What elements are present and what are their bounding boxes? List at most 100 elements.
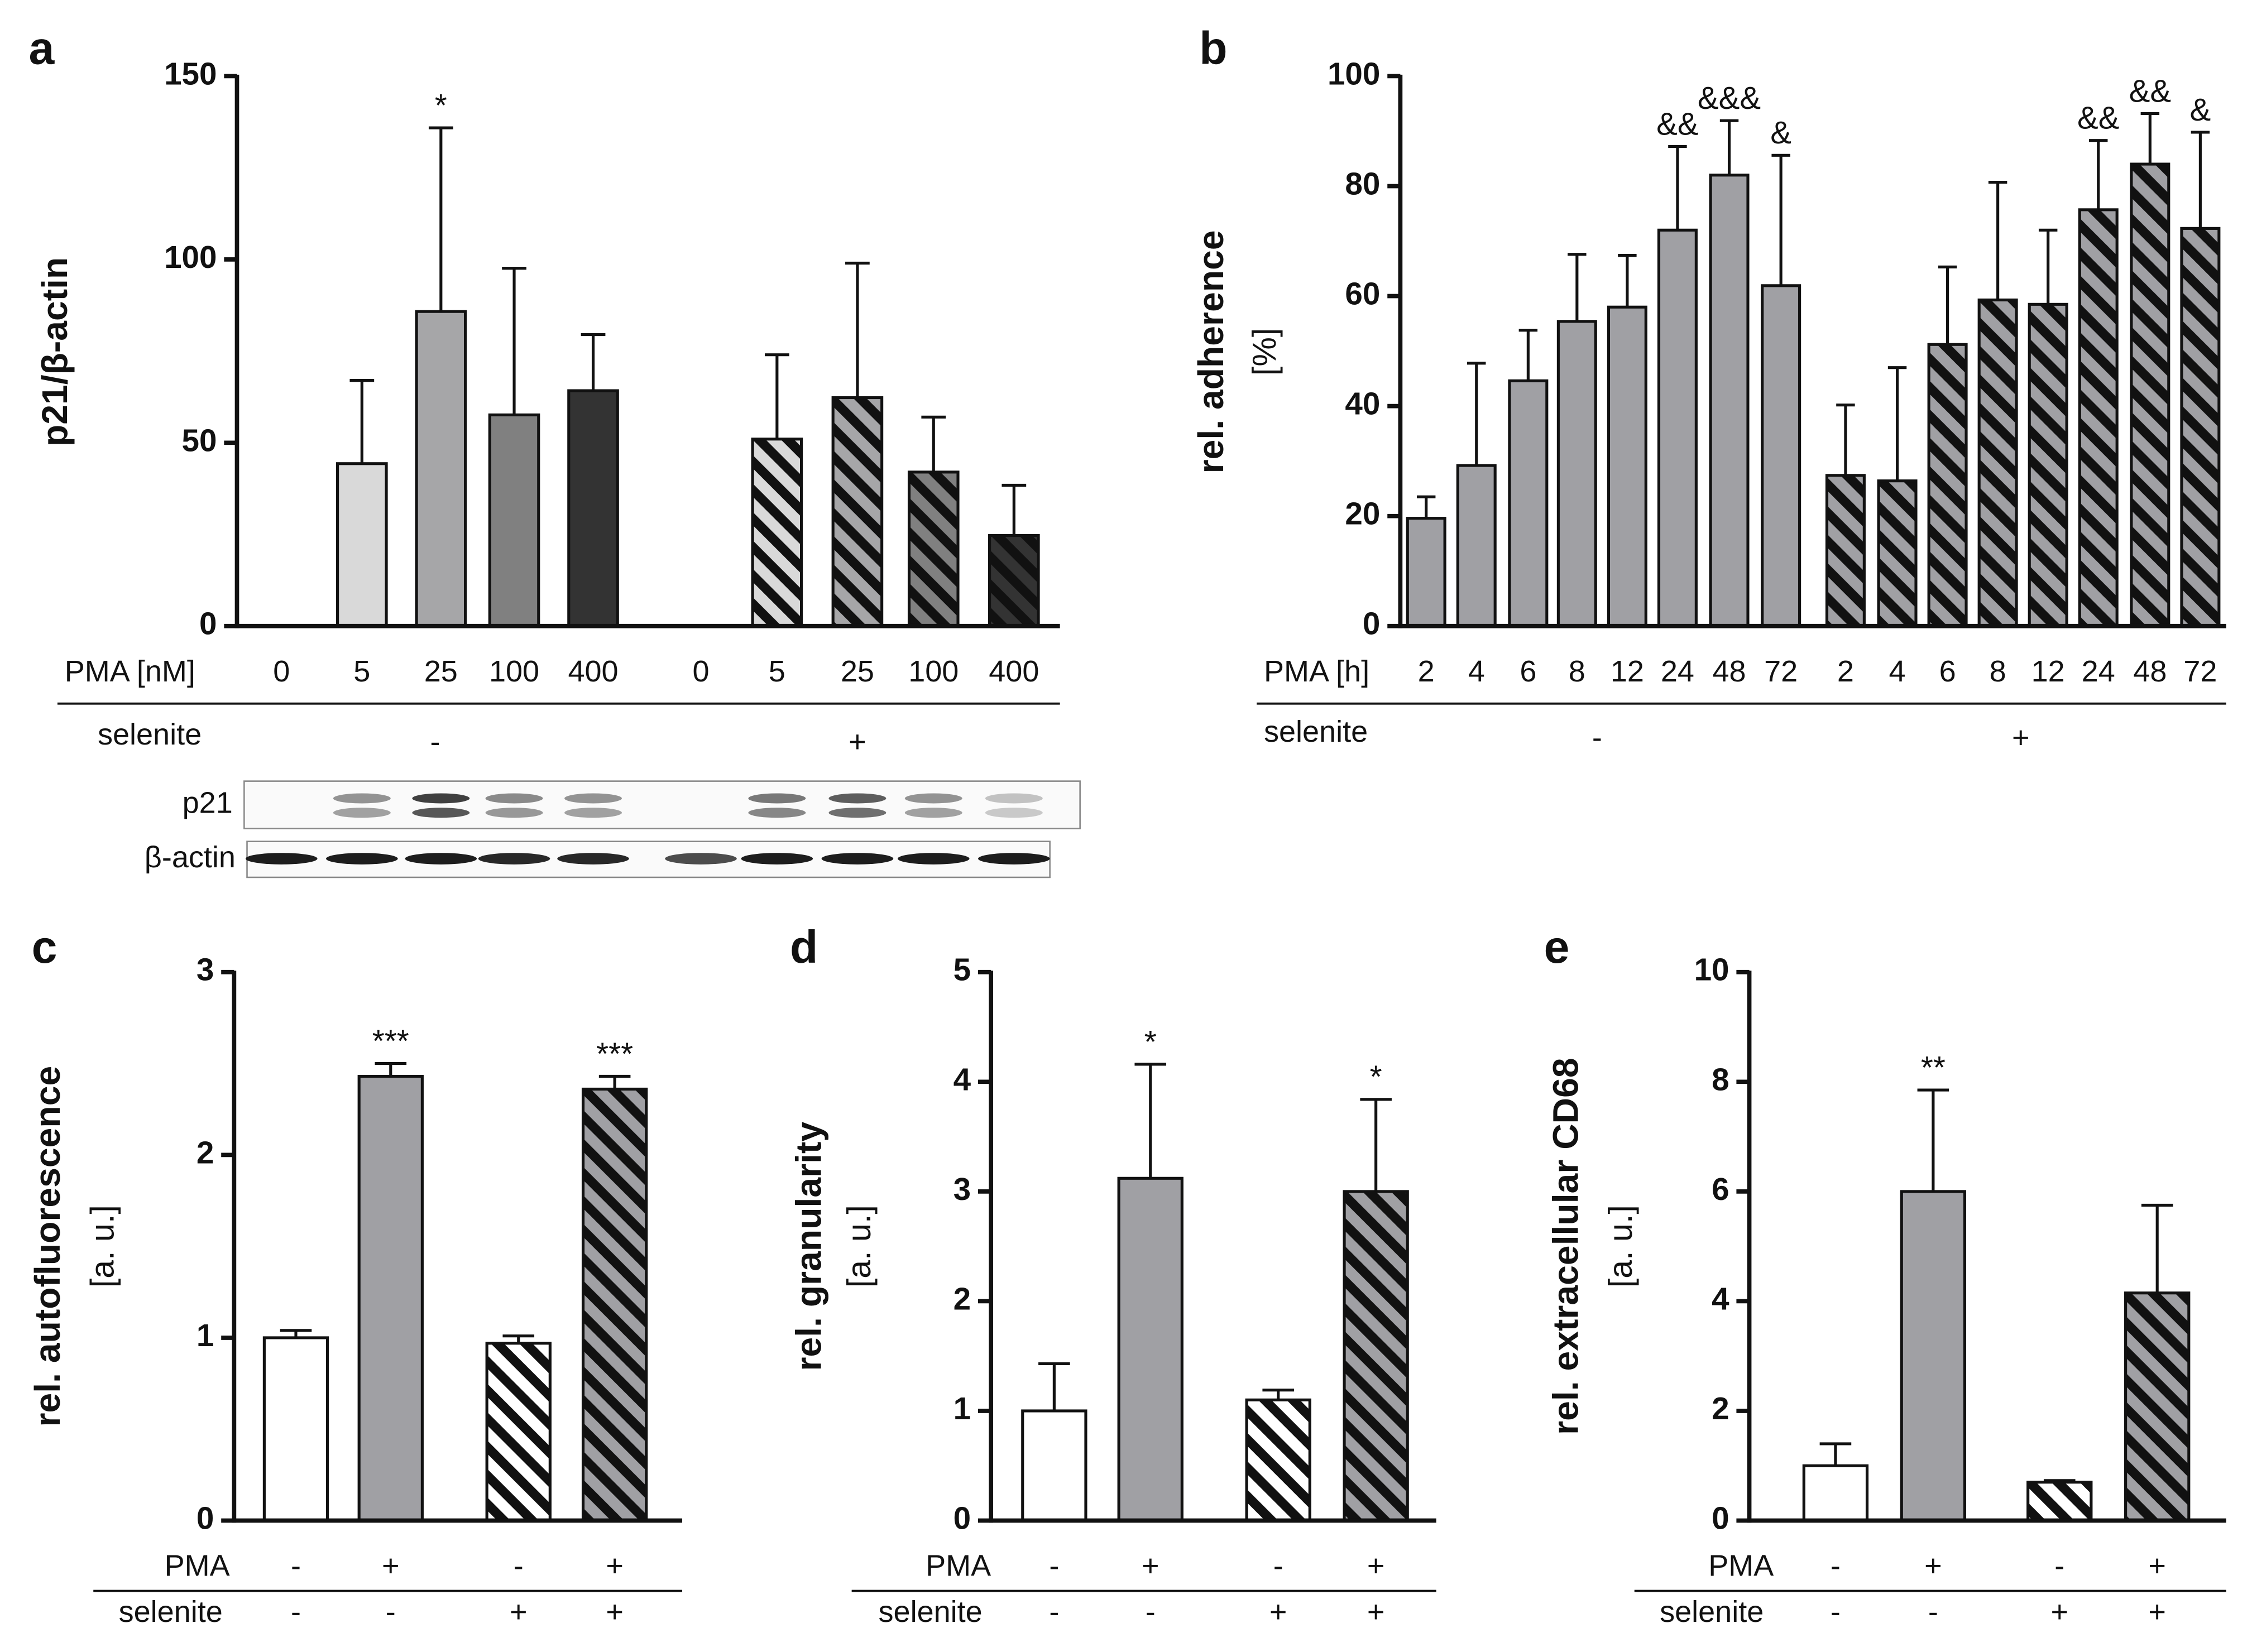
blot-band xyxy=(978,853,1050,865)
y-tick-label: 0 xyxy=(1712,1500,1729,1535)
blot-frame xyxy=(243,780,1081,829)
x-tick-label: 100 xyxy=(489,655,539,688)
x-tick-label: 100 xyxy=(908,655,959,688)
error-bar xyxy=(1467,362,1486,466)
y-tick-label: 60 xyxy=(1345,276,1380,311)
bar xyxy=(1825,474,1866,628)
error-bar xyxy=(2141,1203,2173,1293)
x-tick-label: 72 xyxy=(2183,655,2217,688)
row-label: selenite xyxy=(879,1595,983,1629)
bar xyxy=(262,1336,329,1523)
row-label: PMA xyxy=(926,1549,991,1583)
bar xyxy=(488,413,540,628)
error-bar xyxy=(1719,119,1739,175)
y-axis-label: [a. u.] xyxy=(83,1205,121,1288)
blot-band xyxy=(333,808,391,818)
x-tick-label: 48 xyxy=(1712,655,1746,688)
x-tick-label: 24 xyxy=(1661,655,1694,688)
row-value: - xyxy=(1049,1549,1059,1583)
y-tick-label: 0 xyxy=(1363,606,1380,641)
error-bar xyxy=(1887,366,1907,481)
error-bar xyxy=(1002,483,1027,536)
bar xyxy=(1877,479,1918,628)
row-value: - xyxy=(514,1549,524,1583)
error-bar xyxy=(581,333,606,391)
bar xyxy=(1021,1409,1087,1523)
y-tick-label: 8 xyxy=(1712,1062,1729,1097)
bar xyxy=(1245,1398,1311,1523)
blot-band xyxy=(564,793,622,804)
blot-band xyxy=(333,793,391,804)
error-bar xyxy=(764,353,789,439)
row-value: - xyxy=(1146,1595,1156,1629)
error-bar xyxy=(1262,1389,1295,1400)
row-value: + xyxy=(1269,1595,1287,1629)
x-tick-label: 4 xyxy=(1889,655,1906,688)
row-value: - xyxy=(1928,1595,1938,1629)
group-label: + xyxy=(2012,721,2030,754)
row-value: - xyxy=(1273,1549,1283,1583)
significance: & xyxy=(2190,92,2211,127)
group-row-label: selenite xyxy=(1264,715,1368,748)
blot-band xyxy=(326,853,398,865)
bar xyxy=(1657,228,1698,628)
blot-band xyxy=(828,793,887,804)
x-tick-label: 0 xyxy=(273,655,290,688)
row-label: selenite xyxy=(119,1595,223,1629)
error-bar xyxy=(845,261,870,398)
y-tick-label: 1 xyxy=(197,1318,214,1353)
y-axis-label: [%] xyxy=(1245,328,1283,376)
panel-letter: b xyxy=(1199,22,1227,74)
y-tick-label: 0 xyxy=(197,1500,214,1535)
bar xyxy=(357,1074,424,1523)
y-tick-label: 40 xyxy=(1345,386,1380,421)
bar xyxy=(1607,305,1647,628)
error-bar xyxy=(1618,254,1637,308)
significance: & xyxy=(1770,115,1791,150)
row-value: - xyxy=(1831,1549,1841,1583)
blot-band xyxy=(821,853,894,865)
significance: && xyxy=(2077,100,2119,136)
y-tick-label: 50 xyxy=(182,422,217,458)
row-value: + xyxy=(606,1549,624,1583)
error-bar xyxy=(921,415,946,472)
y-tick-label: 1 xyxy=(953,1391,971,1426)
blot-band xyxy=(897,853,970,865)
row-value: - xyxy=(1831,1595,1841,1629)
y-tick-label: 100 xyxy=(1328,56,1380,91)
row-value: + xyxy=(510,1595,528,1629)
y-axis-label: [a. u.] xyxy=(1602,1205,1639,1288)
x-tick-label: 12 xyxy=(1611,655,1644,688)
error-bar xyxy=(1416,495,1436,518)
x-tick-label: 4 xyxy=(1468,655,1485,688)
y-axis-label: rel. granularity xyxy=(789,1122,829,1371)
error-bar xyxy=(1360,1098,1392,1192)
blot-band xyxy=(405,853,477,865)
y-tick-label: 20 xyxy=(1345,496,1380,531)
y-tick-label: 80 xyxy=(1345,166,1380,201)
y-tick-label: 2 xyxy=(1712,1391,1729,1426)
x-tick-label: 6 xyxy=(1939,655,1956,688)
error-bar xyxy=(502,267,526,415)
row-value: + xyxy=(606,1595,624,1629)
group-label: - xyxy=(430,725,440,758)
error-bar xyxy=(428,126,453,312)
y-tick-label: 5 xyxy=(953,952,971,987)
x-tick-label: 0 xyxy=(692,655,709,688)
x-tick-label: 5 xyxy=(769,655,785,688)
x-tick-label: 8 xyxy=(1569,655,1585,688)
row-value: + xyxy=(1924,1549,1942,1583)
row-value: + xyxy=(2148,1549,2166,1583)
bar xyxy=(567,389,619,628)
significance: * xyxy=(1144,1024,1157,1059)
bar xyxy=(2028,302,2068,628)
significance: &&& xyxy=(1698,80,1761,116)
y-tick-label: 150 xyxy=(164,56,217,91)
x-tick-label: 24 xyxy=(2082,655,2115,688)
significance: * xyxy=(435,88,447,123)
error-bar xyxy=(1836,404,1855,476)
significance: && xyxy=(2129,73,2171,108)
y-tick-label: 100 xyxy=(164,239,217,275)
bar xyxy=(581,1087,648,1523)
